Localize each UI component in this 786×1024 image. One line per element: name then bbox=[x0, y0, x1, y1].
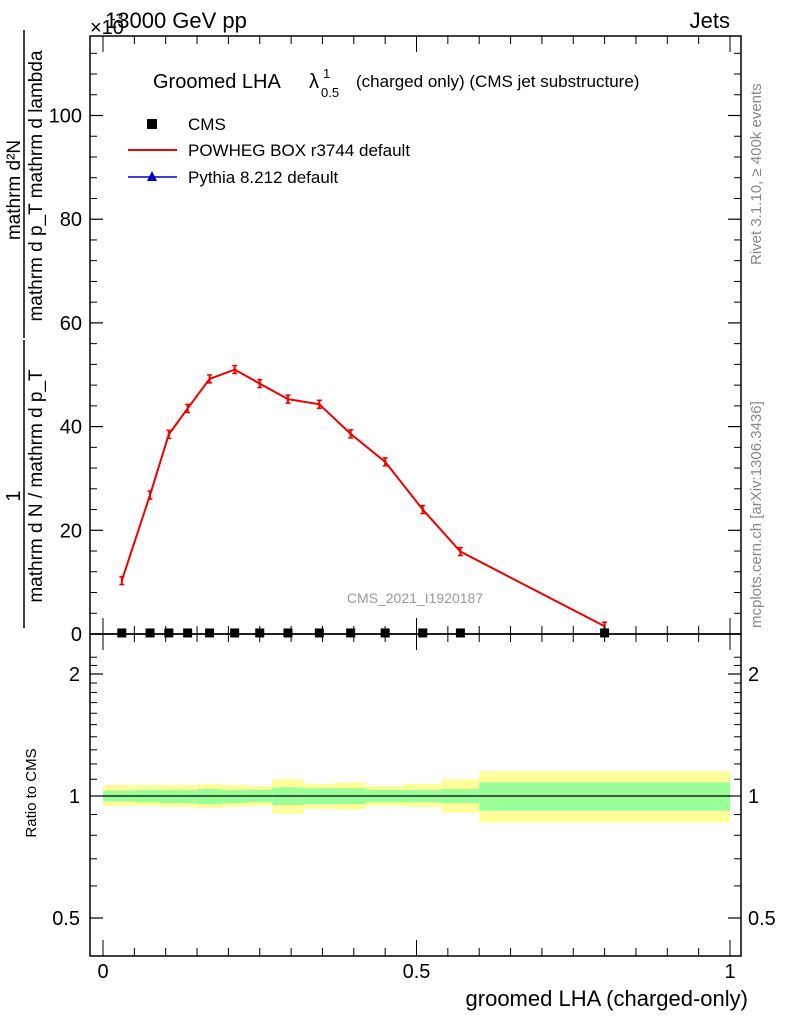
plot-title: Groomed LHA λ 1 0.5 (charged only) (CMS … bbox=[153, 66, 639, 100]
cms-data-point bbox=[164, 628, 174, 638]
cms-data-point bbox=[117, 628, 127, 638]
cms-data-point bbox=[314, 628, 324, 638]
process-label: Jets bbox=[690, 8, 730, 33]
scale-factor-exponent: -3 bbox=[111, 10, 124, 26]
x-tick-label: 0.5 bbox=[403, 961, 431, 983]
title-main: Groomed LHA bbox=[153, 71, 281, 93]
title-lambda: λ bbox=[309, 71, 319, 93]
ratio-plot-frame bbox=[89, 633, 742, 957]
energy-label: 13000 GeV pp bbox=[105, 8, 247, 33]
ylabel-numerator: mathrm d²N bbox=[4, 140, 25, 240]
legend: CMS POWHEG BOX r3744 default Pythia 8.21… bbox=[128, 115, 410, 187]
ratio-y-tick-label: 1 bbox=[69, 786, 80, 808]
ratio-y-tick-label: 2 bbox=[69, 664, 80, 686]
ratio-y-tick-label-right: 2 bbox=[748, 664, 759, 686]
cms-data-point bbox=[230, 628, 240, 638]
main-y-tick-label: 40 bbox=[60, 417, 82, 439]
ratio-y-tick-label-right: 0.5 bbox=[748, 908, 776, 930]
ylabel-denominator: mathrm d p_T mathrm d lambda bbox=[26, 50, 47, 321]
main-y-tick-label: 100 bbox=[49, 106, 82, 128]
x-tick-label: 0 bbox=[97, 961, 108, 983]
powheg-line bbox=[120, 368, 606, 628]
main-y-tick-label: 20 bbox=[60, 520, 82, 542]
ratio-y-axis-label: Ratio to CMS bbox=[23, 748, 40, 837]
ratio-inner-band bbox=[197, 789, 223, 805]
cms-data-point bbox=[455, 628, 465, 638]
cms-data-point bbox=[418, 628, 428, 638]
cms-data-point bbox=[346, 628, 356, 638]
main-y-tick-label: 60 bbox=[60, 313, 82, 335]
cms-data-point bbox=[283, 628, 293, 638]
x-tick-label: 1 bbox=[724, 961, 735, 983]
ratio-y-tick-label: 0.5 bbox=[52, 908, 80, 930]
analysis-watermark: CMS_2021_I1920187 bbox=[347, 590, 483, 606]
x-axis-label: groomed LHA (charged-only) bbox=[466, 986, 748, 1011]
ratio-y-tick-label-right: 1 bbox=[748, 786, 759, 808]
cms-data-point bbox=[183, 628, 193, 638]
title-subscript: 0.5 bbox=[321, 85, 339, 100]
cms-data-point bbox=[205, 628, 215, 638]
main-y-tick-label: 80 bbox=[60, 209, 82, 231]
main-y-axis-label: 1 mathrm d N / mathrm d p_T mathrm d²N m… bbox=[3, 30, 47, 628]
main-y-tick-label: 0 bbox=[71, 624, 82, 646]
ylabel-front-denominator: mathrm d N / mathrm d p_T bbox=[26, 369, 47, 603]
axes-ticks: 0 20 40 60 80 100 0 0.5 1 0.5 0.5 1 1 2 2 bbox=[49, 36, 776, 983]
ylabel-front-numerator: 1 bbox=[3, 490, 25, 501]
title-superscript: 1 bbox=[323, 66, 330, 81]
legend-cms-marker bbox=[147, 119, 157, 129]
legend-pythia-label: Pythia 8.212 default bbox=[188, 168, 339, 187]
legend-powheg-label: POWHEG BOX r3744 default bbox=[188, 141, 410, 160]
title-suffix: (charged only) (CMS jet substructure) bbox=[356, 72, 639, 91]
rivet-version-label: Rivet 3.1.10, ≥ 400k events bbox=[748, 83, 765, 265]
ratio-bands bbox=[103, 771, 730, 823]
cms-data-point bbox=[145, 628, 155, 638]
legend-pythia-marker bbox=[147, 171, 157, 181]
legend-cms-label: CMS bbox=[188, 115, 226, 134]
scale-factor-label: ×10 bbox=[90, 17, 124, 39]
mcplots-label: mcplots.cern.ch [arXiv:1306.3436] bbox=[748, 401, 765, 628]
